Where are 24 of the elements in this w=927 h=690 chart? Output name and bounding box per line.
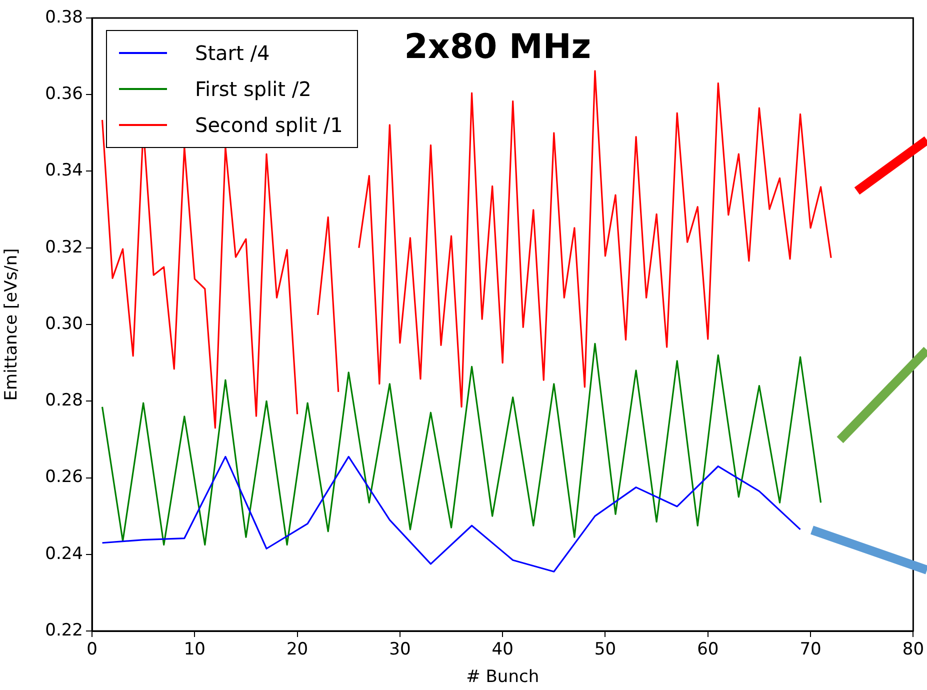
x-tick-label: 10 bbox=[184, 640, 206, 660]
y-tick-label: 0.28 bbox=[45, 390, 83, 411]
legend-label: Second split /1 bbox=[195, 112, 343, 139]
x-axis-title: # Bunch bbox=[466, 667, 540, 688]
y-tick-label: 0.38 bbox=[45, 7, 83, 28]
y-tick-label: 0.34 bbox=[45, 160, 83, 181]
y-tick-label: 0.30 bbox=[45, 314, 83, 334]
x-tick-label: 0 bbox=[86, 640, 98, 660]
x-tick-label: 30 bbox=[389, 640, 411, 660]
x-tick-label: 20 bbox=[286, 640, 308, 660]
x-tick-label: 40 bbox=[492, 640, 514, 660]
y-axis-title: Emittance [eVs/n] bbox=[2, 248, 22, 401]
y-tick-label: 0.36 bbox=[45, 84, 83, 104]
x-tick-label: 50 bbox=[594, 640, 616, 660]
y-tick-label: 0.24 bbox=[45, 544, 83, 564]
y-tick-label: 0.22 bbox=[45, 620, 83, 640]
legend-label: Start /4 bbox=[195, 40, 270, 67]
y-tick-label: 0.26 bbox=[45, 467, 83, 488]
x-tick-label: 70 bbox=[800, 640, 822, 660]
x-tick-label: 80 bbox=[902, 640, 924, 660]
legend-label: First split /2 bbox=[195, 76, 312, 103]
y-tick-label: 0.32 bbox=[45, 237, 83, 258]
x-tick-label: 60 bbox=[697, 640, 719, 660]
chart-title: 2x80 MHz bbox=[404, 26, 592, 67]
